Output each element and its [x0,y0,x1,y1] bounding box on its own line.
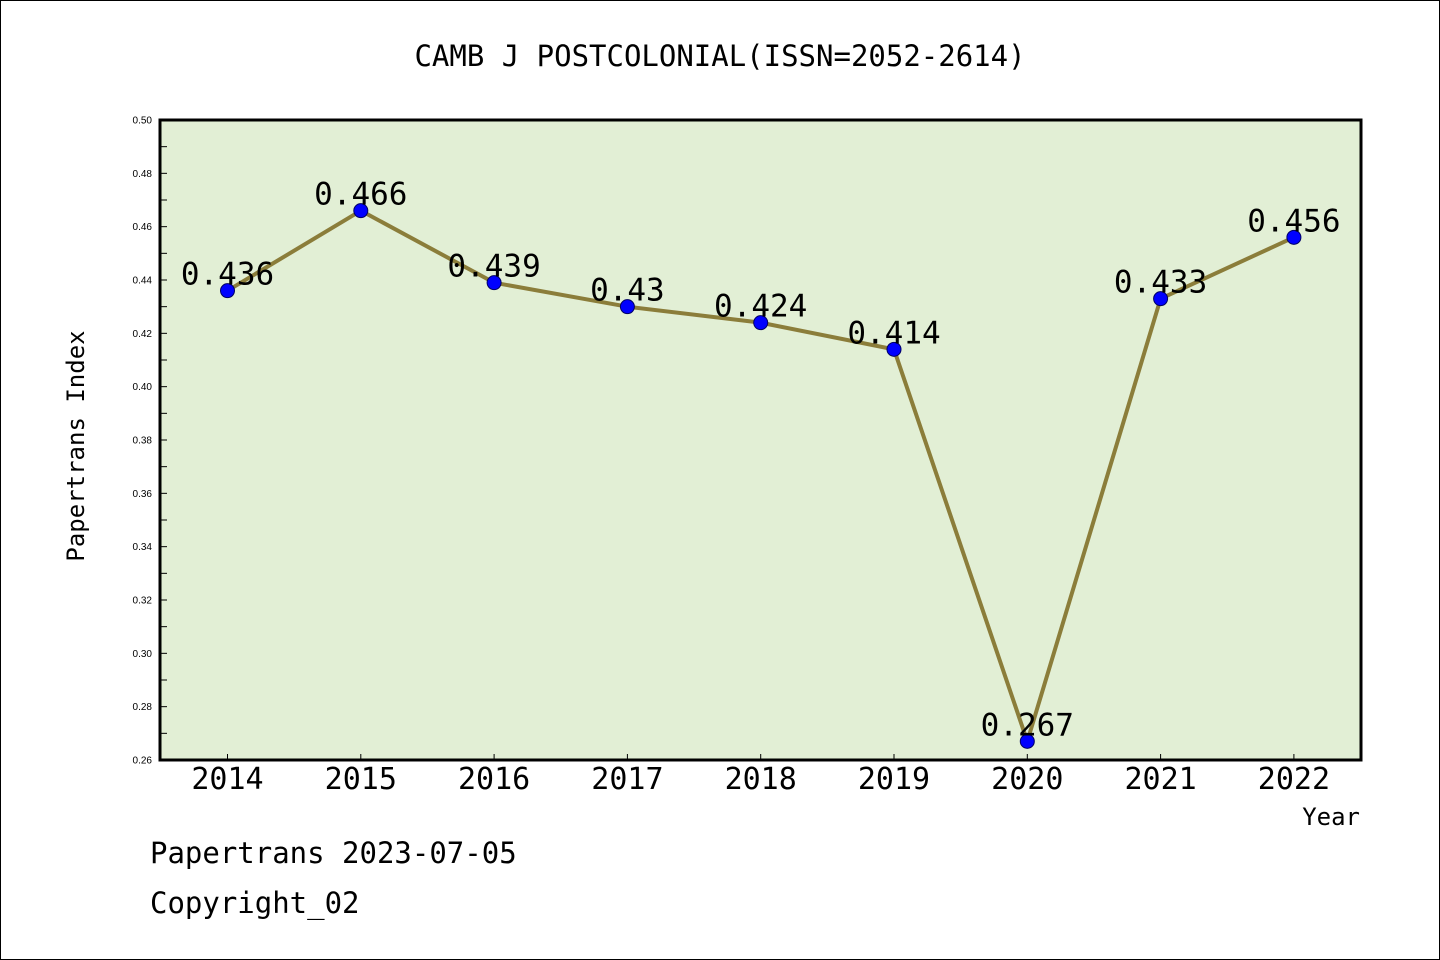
x-tick-label: 2019 [858,762,930,797]
data-point [886,341,902,357]
x-tick-label: 2021 [1124,762,1196,797]
y-tick-label: 0.32 [133,596,153,607]
x-tick-label: 2014 [191,762,263,797]
y-tick-label: 0.44 [133,276,153,287]
data-label: 0.433 [1114,265,1207,301]
y-axis-label: Papertrans Index [62,330,90,561]
data-labels: 0.436 0.466 0.439 0.43 0.424 0.414 0.267 0.433 0… [181,177,1341,744]
y-axis: 0.26 0.28 0.30 0.32 0.34 0.36 0.38 0.40 0.42 0.44… [133,116,167,767]
chart-title: CAMB J POSTCOLONIAL(ISSN=2052-2614) [414,39,1025,73]
data-label: 0.439 [447,249,540,285]
y-tick-label: 0.50 [133,116,153,127]
x-tick-label: 2015 [325,762,397,797]
y-tick-label: 0.40 [133,382,153,393]
x-tick-label: 2016 [458,762,530,797]
plot-area [160,120,1361,760]
footer-date: Papertrans 2023-07-05 [150,836,517,870]
data-point [1153,291,1169,307]
data-point [1286,229,1302,245]
x-axis: 2014 2015 2016 2017 2018 2019 2020 2021 2022 [191,754,1330,797]
data-label: 0.456 [1247,203,1340,239]
data-point [220,283,235,299]
data-label: 0.424 [714,289,807,325]
y-tick-label: 0.28 [133,702,153,713]
data-label: 0.436 [181,257,274,293]
y-tick-label: 0.46 [133,222,153,233]
x-axis-label: Year [1302,803,1360,831]
y-tick-label: 0.34 [133,542,153,553]
data-label: 0.267 [981,707,1074,743]
y-tick-label: 0.26 [133,756,153,767]
y-tick-label: 0.36 [133,489,153,500]
data-point [353,203,369,219]
y-tick-label: 0.42 [133,329,153,340]
data-label: 0.414 [847,315,940,351]
x-tick-label: 2017 [591,762,663,797]
x-tick-label: 2022 [1258,762,1330,797]
y-tick-label: 0.38 [133,436,153,447]
data-point [619,299,635,315]
plot-border [158,118,1363,762]
y-tick-label: 0.30 [133,649,153,660]
data-point [1019,733,1035,749]
data-point [753,315,769,331]
data-label: 0.43 [590,273,665,309]
x-tick-label: 2018 [725,762,797,797]
y-tick-label: 0.48 [133,169,153,180]
x-tick-label: 2020 [991,762,1063,797]
data-label: 0.466 [314,177,407,213]
data-markers [220,203,1302,749]
footer-copyright: Copyright_02 [150,886,360,920]
data-point [486,275,502,291]
